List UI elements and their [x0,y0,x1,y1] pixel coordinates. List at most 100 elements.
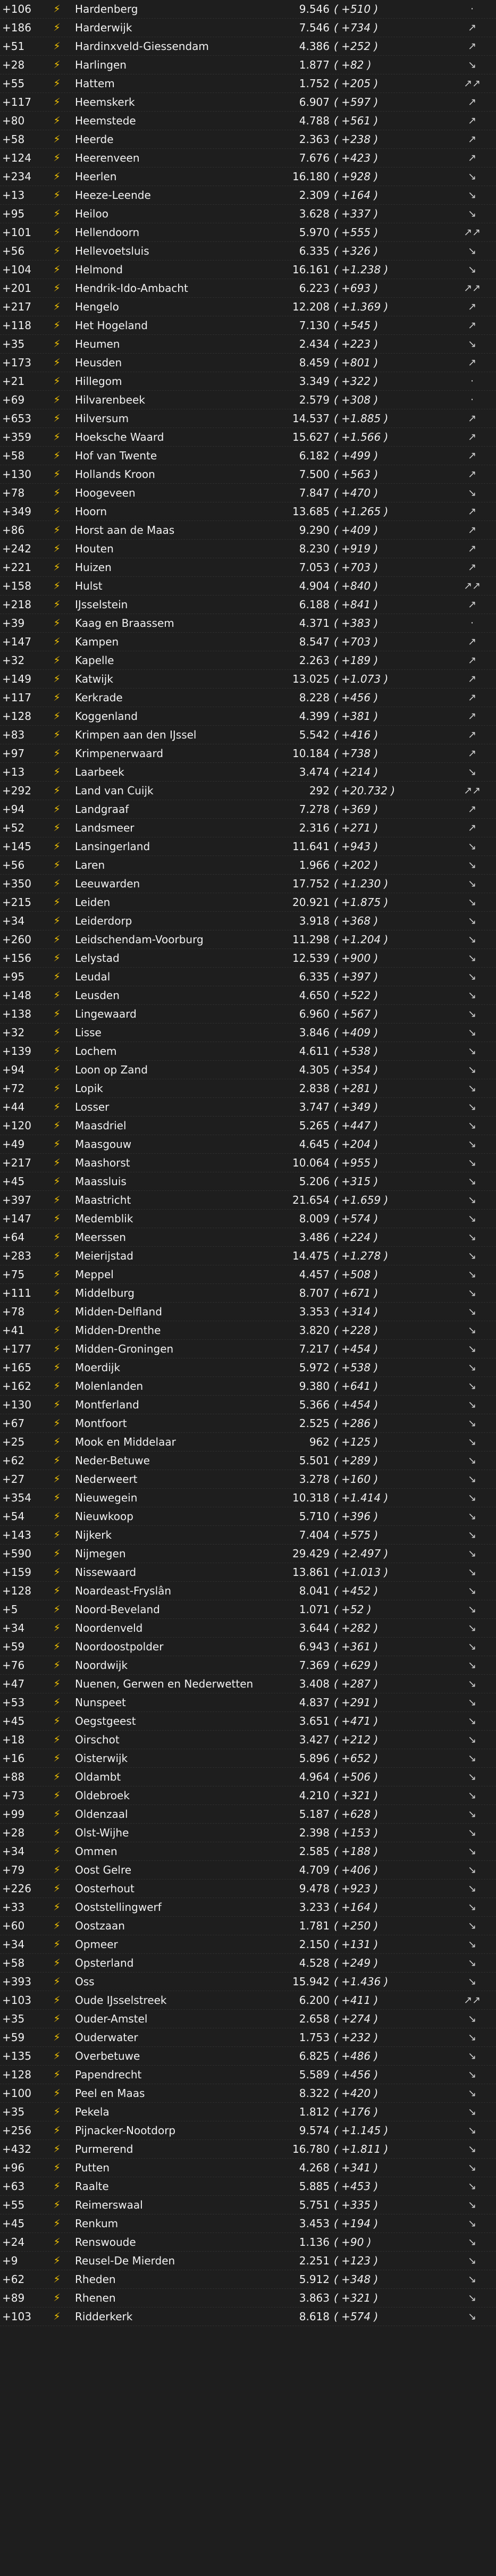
delta-value: +148 [2,989,31,1002]
list-item: +359 ⚡ Hoeksche Waard 15.627 ( +1.566 ) ↗ [0,428,496,447]
trend-arrow-icon: ↘ [468,1231,476,1243]
trend-arrow-icon: ↘ [468,1883,476,1894]
delta-value: +39 [2,617,25,630]
trend-arrow-icon: ↘ [468,245,476,257]
list-item: +256 ⚡ Pijnacker-Nootdorp 9.574 ( +1.145 ) ↘ [0,2121,496,2140]
list-item: +138 ⚡ Lingewaard 6.960 ( +567 ) ↘ [0,1005,496,1023]
municipality-name: Papendrecht [75,2068,142,2081]
trend-arrow-icon: ↘ [468,1176,476,1187]
change-value: ( +923 ) [334,1882,379,1895]
lightning-bolt-icon: ⚡ [53,2218,61,2229]
municipality-name: Hellendoorn [75,226,140,239]
delta-value: +25 [2,1436,25,1448]
change-value: ( +538 ) [334,1045,379,1058]
total-value: 3.863 [299,2292,330,2304]
trend-arrow-icon: ↘ [468,1473,476,1485]
total-value: 16.180 [292,170,330,183]
delta-value: +79 [2,1864,25,1876]
lightning-bolt-icon: ⚡ [53,2292,61,2304]
trend-arrow-icon: ↗ [468,301,476,313]
trend-arrow-icon: ↗ [468,543,476,555]
lightning-bolt-icon: ⚡ [53,1436,61,1448]
delta-value: +149 [2,673,31,685]
delta-value: +41 [2,1324,25,1337]
lightning-bolt-icon: ⚡ [53,133,61,145]
total-value: 1.966 [299,859,330,871]
change-value: ( +1.811 ) [334,2143,389,2155]
lightning-bolt-icon: ⚡ [53,710,61,722]
total-value: 5.542 [299,728,330,741]
change-value: ( +361 ) [334,1640,379,1653]
list-item: +5 ⚡ Noord-Beveland 1.071 ( +52 ) ↘ [0,1600,496,1619]
municipality-name: Oude IJsselstreek [75,1994,167,2007]
change-value: ( +693 ) [334,282,379,295]
total-value: 962 [309,1436,330,1448]
list-item: +221 ⚡ Huizen 7.053 ( +703 ) ↗ [0,558,496,577]
list-item: +242 ⚡ Houten 8.230 ( +919 ) ↗ [0,540,496,558]
list-item: +165 ⚡ Moerdijk 5.972 ( +538 ) ↘ [0,1358,496,1377]
trend-arrow-icon: ↘ [468,1380,476,1392]
municipality-name: Moerdijk [75,1361,121,1374]
change-value: ( +214 ) [334,766,379,778]
delta-value: +101 [2,226,31,239]
list-item: +27 ⚡ Nederweert 3.278 ( +160 ) ↘ [0,1470,496,1489]
total-value: 7.404 [299,1529,330,1541]
total-value: 7.217 [299,1342,330,1355]
change-value: ( +337 ) [334,207,379,220]
total-value: 7.278 [299,803,330,816]
lightning-bolt-icon: ⚡ [53,1417,61,1429]
municipality-name: Ridderkerk [75,2310,133,2323]
delta-value: +103 [2,1994,31,2007]
delta-value: +147 [2,635,31,648]
delta-value: +27 [2,1473,25,1486]
trend-arrow-icon: ↗ [468,729,476,741]
list-item: +83 ⚡ Krimpen aan den IJssel 5.542 ( +416 ) ↗ [0,726,496,744]
trend-arrow-icon: ↗ [468,561,476,573]
change-value: ( +641 ) [334,1380,379,1392]
change-value: ( +1.875 ) [334,896,389,909]
delta-value: +218 [2,598,31,611]
lightning-bolt-icon: ⚡ [53,2236,61,2248]
change-value: ( +522 ) [334,989,379,1002]
lightning-bolt-icon: ⚡ [53,1734,61,1746]
total-value: 3.846 [299,1026,330,1039]
total-value: 2.363 [299,133,330,146]
trend-arrow-icon: ↘ [468,1548,476,1559]
lightning-bolt-icon: ⚡ [53,1157,61,1169]
municipality-name: Laren [75,859,105,871]
municipality-name: Nijkerk [75,1529,112,1541]
total-value: 9.380 [299,1380,330,1392]
total-value: 5.366 [299,1398,330,1411]
trend-arrow-icon: ↘ [468,1362,476,1373]
lightning-bolt-icon: ⚡ [53,822,61,834]
municipality-name: Landsmeer [75,821,134,834]
municipality-name: Maasgouw [75,1138,132,1151]
list-item: +99 ⚡ Oldenzaal 5.187 ( +628 ) ↘ [0,1805,496,1824]
delta-value: +18 [2,1733,25,1746]
delta-value: +28 [2,58,25,71]
total-value: 21.654 [292,1194,330,1206]
change-value: ( +123 ) [334,2254,379,2267]
total-value: 4.650 [299,989,330,1002]
delta-value: +9 [2,2254,18,2267]
trend-arrow-icon: ↘ [468,1641,476,1652]
trend-arrow-icon: ↘ [468,1734,476,1746]
total-value: 3.644 [299,1622,330,1634]
delta-value: +156 [2,952,31,964]
lightning-bolt-icon: ⚡ [53,1957,61,1969]
municipality-name: Hillegom [75,375,122,388]
change-value: ( +82 ) [334,58,372,71]
lightning-bolt-icon: ⚡ [53,543,61,555]
delta-value: +260 [2,933,31,946]
delta-value: +97 [2,747,25,760]
total-value: 3.349 [299,375,330,388]
total-value: 5.885 [299,2180,330,2193]
delta-value: +590 [2,1547,31,1560]
list-item: +45 ⚡ Oegstgeest 3.651 ( +471 ) ↘ [0,1712,496,1731]
change-value: ( +423 ) [334,152,379,164]
total-value: 16.161 [292,263,330,276]
municipality-name: Lochem [75,1045,117,1058]
total-value: 5.589 [299,2068,330,2081]
municipality-name: Kerkrade [75,691,123,704]
total-value: 5.206 [299,1175,330,1188]
